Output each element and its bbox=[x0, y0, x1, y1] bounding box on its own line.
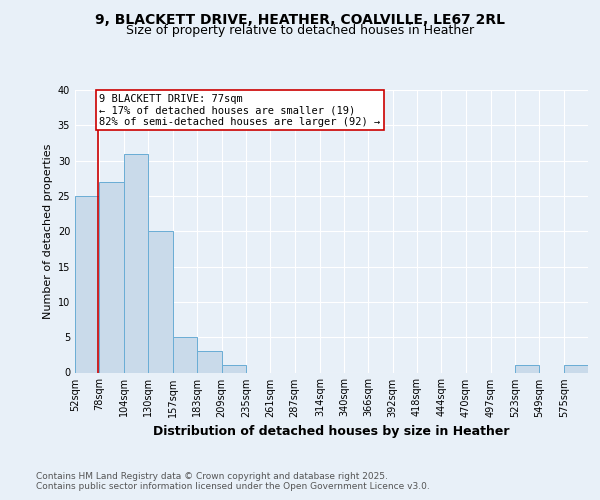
Text: Contains public sector information licensed under the Open Government Licence v3: Contains public sector information licen… bbox=[36, 482, 430, 491]
Y-axis label: Number of detached properties: Number of detached properties bbox=[43, 144, 53, 319]
Bar bbox=[148, 231, 173, 372]
Bar bbox=[515, 366, 539, 372]
Bar bbox=[99, 182, 124, 372]
Bar bbox=[197, 352, 222, 372]
Bar bbox=[197, 352, 222, 372]
Bar bbox=[173, 337, 197, 372]
Bar bbox=[75, 196, 99, 372]
Bar bbox=[222, 366, 246, 372]
Bar bbox=[564, 366, 588, 372]
X-axis label: Distribution of detached houses by size in Heather: Distribution of detached houses by size … bbox=[153, 425, 510, 438]
Bar bbox=[99, 182, 124, 372]
Bar bbox=[515, 366, 539, 372]
Text: Contains HM Land Registry data © Crown copyright and database right 2025.: Contains HM Land Registry data © Crown c… bbox=[36, 472, 388, 481]
Text: 9 BLACKETT DRIVE: 77sqm
← 17% of detached houses are smaller (19)
82% of semi-de: 9 BLACKETT DRIVE: 77sqm ← 17% of detache… bbox=[99, 94, 380, 126]
Bar bbox=[75, 196, 99, 372]
Bar bbox=[148, 231, 173, 372]
Text: 9, BLACKETT DRIVE, HEATHER, COALVILLE, LE67 2RL: 9, BLACKETT DRIVE, HEATHER, COALVILLE, L… bbox=[95, 12, 505, 26]
Text: Size of property relative to detached houses in Heather: Size of property relative to detached ho… bbox=[126, 24, 474, 37]
Bar bbox=[124, 154, 148, 372]
Bar bbox=[124, 154, 148, 372]
Bar bbox=[173, 337, 197, 372]
Bar bbox=[222, 366, 246, 372]
Bar bbox=[564, 366, 588, 372]
